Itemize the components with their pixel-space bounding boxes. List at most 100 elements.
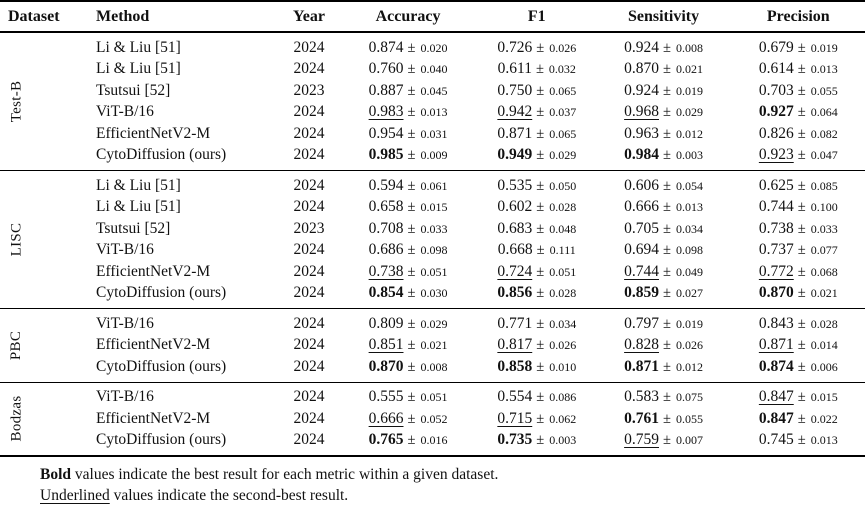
plus-minus-symbol: ± (662, 337, 671, 354)
plus-minus-symbol: ± (536, 337, 545, 354)
plus-minus-symbol: ± (797, 39, 806, 56)
metric-cell: 0.871 ±0.012 (595, 358, 731, 376)
dataset-label: Test-B (8, 80, 25, 123)
table-row: EfficientNetV2-M 2024 0.954 ±0.031 0.871 ±0.0… (88, 123, 865, 145)
metric-cell: 0.761 ±0.055 (595, 410, 731, 428)
metric-error: 0.111 (549, 243, 576, 258)
metric-error: 0.065 (549, 126, 577, 141)
metric-value: 0.856 (497, 284, 533, 302)
metric-cell: 0.923 ±0.047 (732, 146, 865, 164)
metric-cell: 0.887 ±0.045 (338, 82, 478, 100)
table-row: CytoDiffusion (ours) 2024 0.870 ±0.008 0.858… (88, 356, 865, 378)
metric-cell: 0.870 ±0.021 (595, 60, 731, 78)
table-row: Tsutsui [52] 2023 0.708 ±0.033 0.683 ±0.048 0.… (88, 218, 865, 240)
metric-value: 0.828 (624, 336, 659, 354)
metric-cell: 0.828 ±0.026 (595, 336, 731, 354)
plus-minus-symbol: ± (407, 315, 416, 332)
metric-error: 0.015 (810, 390, 838, 405)
dataset-group: PBC ViT-B/16 2024 0.809 ±0.029 0.771 ±0.034 0.7… (0, 308, 865, 382)
metric-value: 0.724 (497, 262, 533, 280)
table-body: Test-B Li & Liu [51] 2024 0.874 ±0.020 0.726 ±… (0, 33, 865, 457)
metric-error: 0.068 (810, 264, 838, 279)
metric-value: 0.625 (758, 176, 794, 194)
metric-error: 0.016 (420, 433, 448, 448)
metric-value: 0.797 (624, 314, 659, 332)
metric-value: 0.949 (497, 146, 533, 164)
table-footnotes: Bold values indicate the best result for… (0, 457, 865, 506)
metric-error: 0.055 (810, 83, 838, 98)
metric-error: 0.026 (675, 338, 703, 353)
dataset-label-area: Test-B (0, 33, 34, 170)
plus-minus-symbol: ± (797, 358, 806, 375)
metric-value: 0.874 (368, 38, 404, 56)
metric-cell: 0.705 ±0.034 (595, 220, 731, 238)
metric-cell: 0.797 ±0.019 (595, 315, 731, 333)
metric-error: 0.003 (675, 148, 703, 163)
plus-minus-symbol: ± (797, 315, 806, 332)
table-row: EfficientNetV2-M 2024 0.666 ±0.052 0.715 ±0.0… (88, 408, 865, 430)
method-cell: EfficientNetV2-M (96, 409, 211, 427)
metric-value: 0.726 (497, 38, 533, 56)
metric-cell: 0.555 ±0.051 (338, 388, 478, 406)
metric-value: 0.854 (368, 284, 404, 302)
plus-minus-symbol: ± (662, 263, 671, 280)
plus-minus-symbol: ± (536, 39, 545, 56)
plus-minus-symbol: ± (407, 177, 416, 194)
metric-error: 0.021 (810, 286, 838, 301)
metric-value: 0.703 (758, 81, 794, 99)
metric-cell: 0.760 ±0.040 (338, 60, 478, 78)
metric-error: 0.003 (549, 433, 577, 448)
footnote-text: values indicate the second-best result. (109, 487, 349, 504)
metric-cell: 0.963 ±0.012 (595, 125, 731, 143)
metric-cell: 0.954 ±0.031 (338, 125, 478, 143)
metric-value: 0.555 (368, 388, 404, 406)
plus-minus-symbol: ± (536, 82, 545, 99)
metric-value: 0.759 (624, 431, 659, 449)
metric-error: 0.013 (810, 62, 838, 77)
plus-minus-symbol: ± (797, 263, 806, 280)
metric-error: 0.065 (549, 83, 577, 98)
metric-value: 0.750 (497, 81, 533, 99)
metric-error: 0.028 (549, 286, 577, 301)
year-cell: 2024 (293, 388, 325, 406)
plus-minus-symbol: ± (407, 82, 416, 99)
dataset-label-area: PBC (0, 309, 34, 382)
metric-cell: 0.856 ±0.028 (478, 284, 595, 302)
metric-value: 0.683 (497, 219, 533, 237)
plus-minus-symbol: ± (536, 147, 545, 164)
metric-error: 0.098 (420, 243, 448, 258)
plus-minus-symbol: ± (407, 199, 416, 216)
method-cell: CytoDiffusion (ours) (96, 146, 227, 164)
metric-error: 0.075 (675, 390, 703, 405)
metric-value: 0.668 (497, 241, 533, 259)
plus-minus-symbol: ± (662, 39, 671, 56)
metric-value: 0.738 (758, 219, 794, 237)
metric-value: 0.968 (624, 103, 659, 121)
table-row: Li & Liu [51] 2024 0.760 ±0.040 0.611 ±0.032 0… (88, 59, 865, 81)
metric-value: 0.924 (624, 81, 659, 99)
plus-minus-symbol: ± (536, 263, 545, 280)
year-cell: 2024 (293, 262, 325, 280)
metric-cell: 0.870 ±0.008 (338, 358, 478, 376)
metric-value: 0.611 (497, 60, 532, 78)
year-cell: 2024 (293, 60, 325, 78)
metric-cell: 0.759 ±0.007 (595, 431, 731, 449)
metric-cell: 0.666 ±0.013 (595, 198, 731, 216)
year-cell: 2024 (293, 103, 325, 121)
metric-cell: 0.854 ±0.030 (338, 284, 478, 302)
plus-minus-symbol: ± (797, 410, 806, 427)
dataset-label-area: LISC (0, 171, 34, 308)
plus-minus-symbol: ± (797, 125, 806, 142)
metric-cell: 0.703 ±0.055 (732, 82, 865, 100)
dataset-group: LISC Li & Liu [51] 2024 0.594 ±0.061 0.535 ±0.… (0, 170, 865, 308)
metric-cell: 0.851 ±0.021 (338, 336, 478, 354)
metric-value: 0.744 (624, 262, 659, 280)
plus-minus-symbol: ± (536, 242, 545, 259)
year-cell: 2024 (293, 409, 325, 427)
metric-error: 0.015 (420, 200, 448, 215)
metric-value: 0.594 (368, 176, 404, 194)
year-cell: 2024 (293, 38, 325, 56)
plus-minus-symbol: ± (407, 104, 416, 121)
table-row: CytoDiffusion (ours) 2024 0.854 ±0.030 0.856… (88, 283, 865, 305)
metric-value: 0.686 (368, 241, 404, 259)
